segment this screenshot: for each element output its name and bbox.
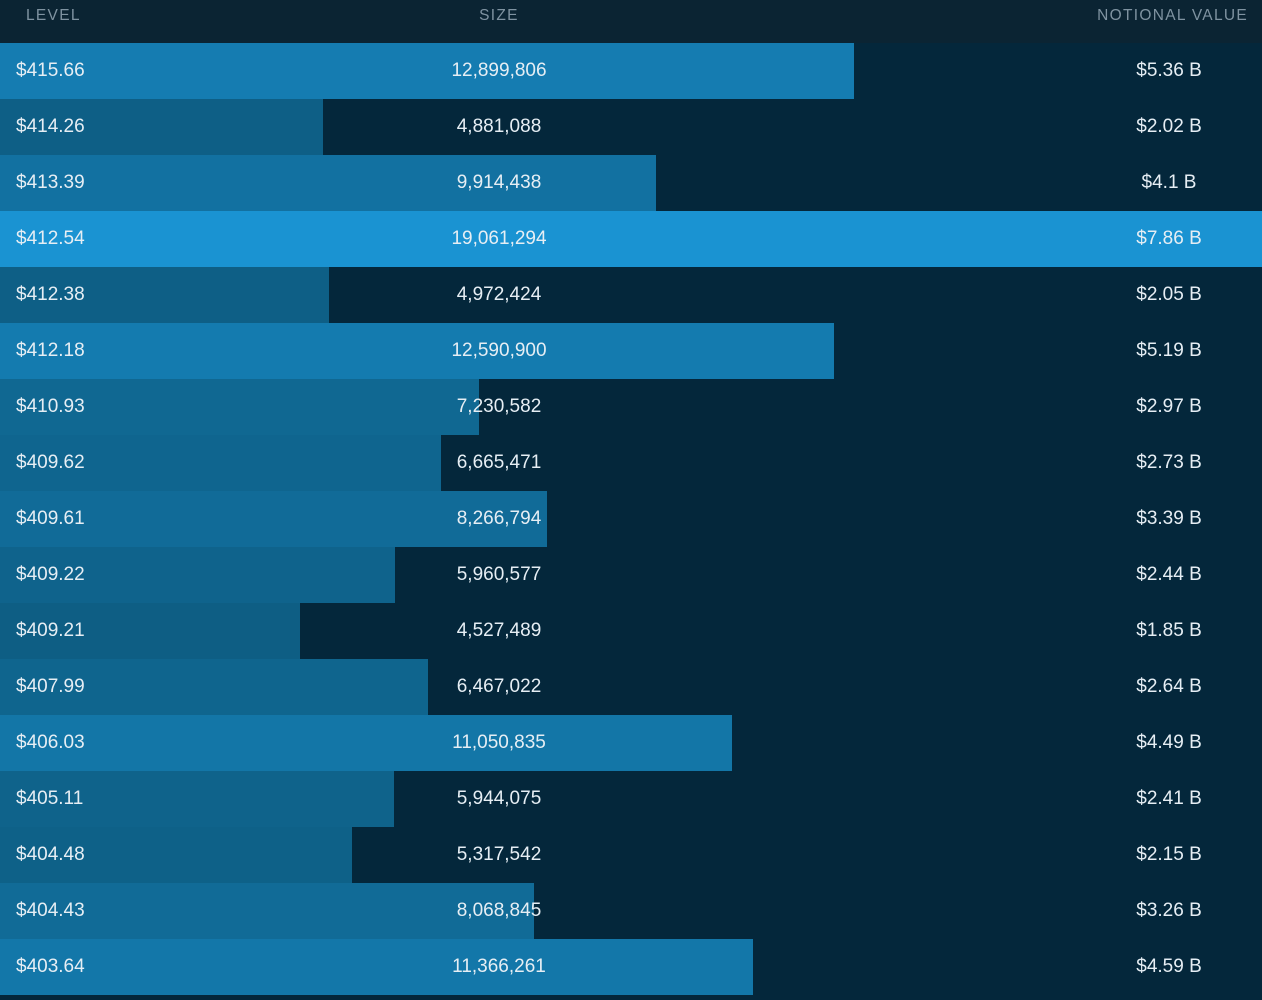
size-bar	[0, 267, 329, 323]
table-row[interactable]: $415.66 12,899,806 $5.36 B	[0, 43, 1262, 99]
level-cell: $412.38	[16, 284, 85, 305]
notional-value-cell: $1.85 B	[1136, 620, 1202, 641]
notional-value-cell: $2.02 B	[1136, 116, 1202, 137]
table-row[interactable]: $407.99 6,467,022 $2.64 B	[0, 659, 1262, 715]
size-cell: 12,899,806	[451, 60, 547, 81]
notional-value-cell: $7.86 B	[1136, 228, 1202, 249]
notional-value-cell: $4.1 B	[1141, 172, 1197, 193]
size-cell: 5,944,075	[456, 788, 542, 809]
size-cell: 19,061,294	[451, 228, 547, 249]
column-header-notional-value[interactable]: NOTIONAL VALUE	[1097, 7, 1248, 24]
notional-value-cell: $4.49 B	[1136, 732, 1202, 753]
size-cell: 12,590,900	[451, 340, 547, 361]
table-body: $415.66 12,899,806 $5.36 B $414.26 4,881,088…	[0, 43, 1262, 995]
notional-value-cell: $2.73 B	[1136, 452, 1202, 473]
level-cell: $404.43	[16, 900, 85, 921]
table-row[interactable]: $403.64 11,366,261 $4.59 B	[0, 939, 1262, 995]
level-cell: $404.48	[16, 844, 85, 865]
table-row[interactable]: $404.43 8,068,845 $3.26 B	[0, 883, 1262, 939]
size-cell: 11,366,261	[452, 956, 546, 977]
notional-value-cell: $5.19 B	[1136, 340, 1202, 361]
notional-value-cell: $2.05 B	[1136, 284, 1202, 305]
size-bar	[0, 659, 428, 715]
size-bar	[0, 323, 834, 379]
table-row[interactable]: $405.11 5,944,075 $2.41 B	[0, 771, 1262, 827]
table-row[interactable]: $410.93 7,230,582 $2.97 B	[0, 379, 1262, 435]
size-cell: 7,230,582	[456, 396, 542, 417]
table-row[interactable]: $409.61 8,266,794 $3.39 B	[0, 491, 1262, 547]
notional-value-cell: $2.44 B	[1136, 564, 1202, 585]
notional-value-cell: $2.41 B	[1136, 788, 1202, 809]
notional-value-cell: $4.59 B	[1136, 956, 1202, 977]
size-bar	[0, 603, 300, 659]
level-cell: $409.61	[16, 508, 85, 529]
size-cell: 6,467,022	[456, 676, 542, 697]
notional-value-cell: $3.39 B	[1136, 508, 1202, 529]
table-row[interactable]: $406.03 11,050,835 $4.49 B	[0, 715, 1262, 771]
size-bar	[0, 883, 534, 939]
table-row[interactable]: $413.39 9,914,438 $4.1 B	[0, 155, 1262, 211]
size-cell: 8,068,845	[456, 900, 542, 921]
size-bar	[0, 99, 323, 155]
level-cell: $414.26	[16, 116, 85, 137]
size-bar	[0, 547, 395, 603]
table-row[interactable]: $412.18 12,590,900 $5.19 B	[0, 323, 1262, 379]
level-cell: $413.39	[16, 172, 85, 193]
column-header-level[interactable]: LEVEL	[26, 7, 81, 24]
size-bar	[0, 379, 479, 435]
size-cell: 4,527,489	[456, 620, 542, 641]
size-cell: 4,881,088	[456, 116, 542, 137]
table-row[interactable]: $404.48 5,317,542 $2.15 B	[0, 827, 1262, 883]
level-cell: $410.93	[16, 396, 85, 417]
size-bar	[0, 435, 441, 491]
notional-value-cell: $2.64 B	[1136, 676, 1202, 697]
notional-value-cell: $5.36 B	[1136, 60, 1202, 81]
level-cell: $407.99	[16, 676, 85, 697]
level-cell: $409.21	[16, 620, 85, 641]
table-row[interactable]: $409.62 6,665,471 $2.73 B	[0, 435, 1262, 491]
level-cell: $403.64	[16, 956, 85, 977]
size-cell: 6,665,471	[456, 452, 542, 473]
size-cell: 11,050,835	[452, 732, 546, 753]
level-cell: $409.22	[16, 564, 85, 585]
size-cell: 5,960,577	[456, 564, 542, 585]
table-header: LEVEL SIZE NOTIONAL VALUE	[0, 0, 1262, 43]
notional-value-cell: $2.15 B	[1136, 844, 1202, 865]
size-bar	[0, 155, 656, 211]
notional-value-cell: $3.26 B	[1136, 900, 1202, 921]
size-cell: 9,914,438	[456, 172, 542, 193]
column-header-size[interactable]: SIZE	[479, 7, 519, 24]
level-cell: $405.11	[16, 788, 84, 809]
table-row[interactable]: $412.38 4,972,424 $2.05 B	[0, 267, 1262, 323]
size-bar	[0, 771, 394, 827]
size-bar	[0, 715, 732, 771]
size-bar	[0, 211, 1262, 267]
table-row[interactable]: $409.22 5,960,577 $2.44 B	[0, 547, 1262, 603]
notional-value-cell: $2.97 B	[1136, 396, 1202, 417]
size-bar	[0, 939, 753, 995]
table-row[interactable]: $409.21 4,527,489 $1.85 B	[0, 603, 1262, 659]
size-bar	[0, 43, 854, 99]
table-row[interactable]: $412.54 19,061,294 $7.86 B	[0, 211, 1262, 267]
level-cell: $406.03	[16, 732, 85, 753]
size-bar	[0, 827, 352, 883]
size-cell: 8,266,794	[456, 508, 542, 529]
level-cell: $412.54	[16, 228, 85, 249]
level-cell: $409.62	[16, 452, 85, 473]
size-cell: 4,972,424	[456, 284, 542, 305]
size-cell: 5,317,542	[456, 844, 542, 865]
table-row[interactable]: $414.26 4,881,088 $2.02 B	[0, 99, 1262, 155]
level-cell: $412.18	[16, 340, 85, 361]
level-cell: $415.66	[16, 60, 85, 81]
size-bar	[0, 491, 547, 547]
